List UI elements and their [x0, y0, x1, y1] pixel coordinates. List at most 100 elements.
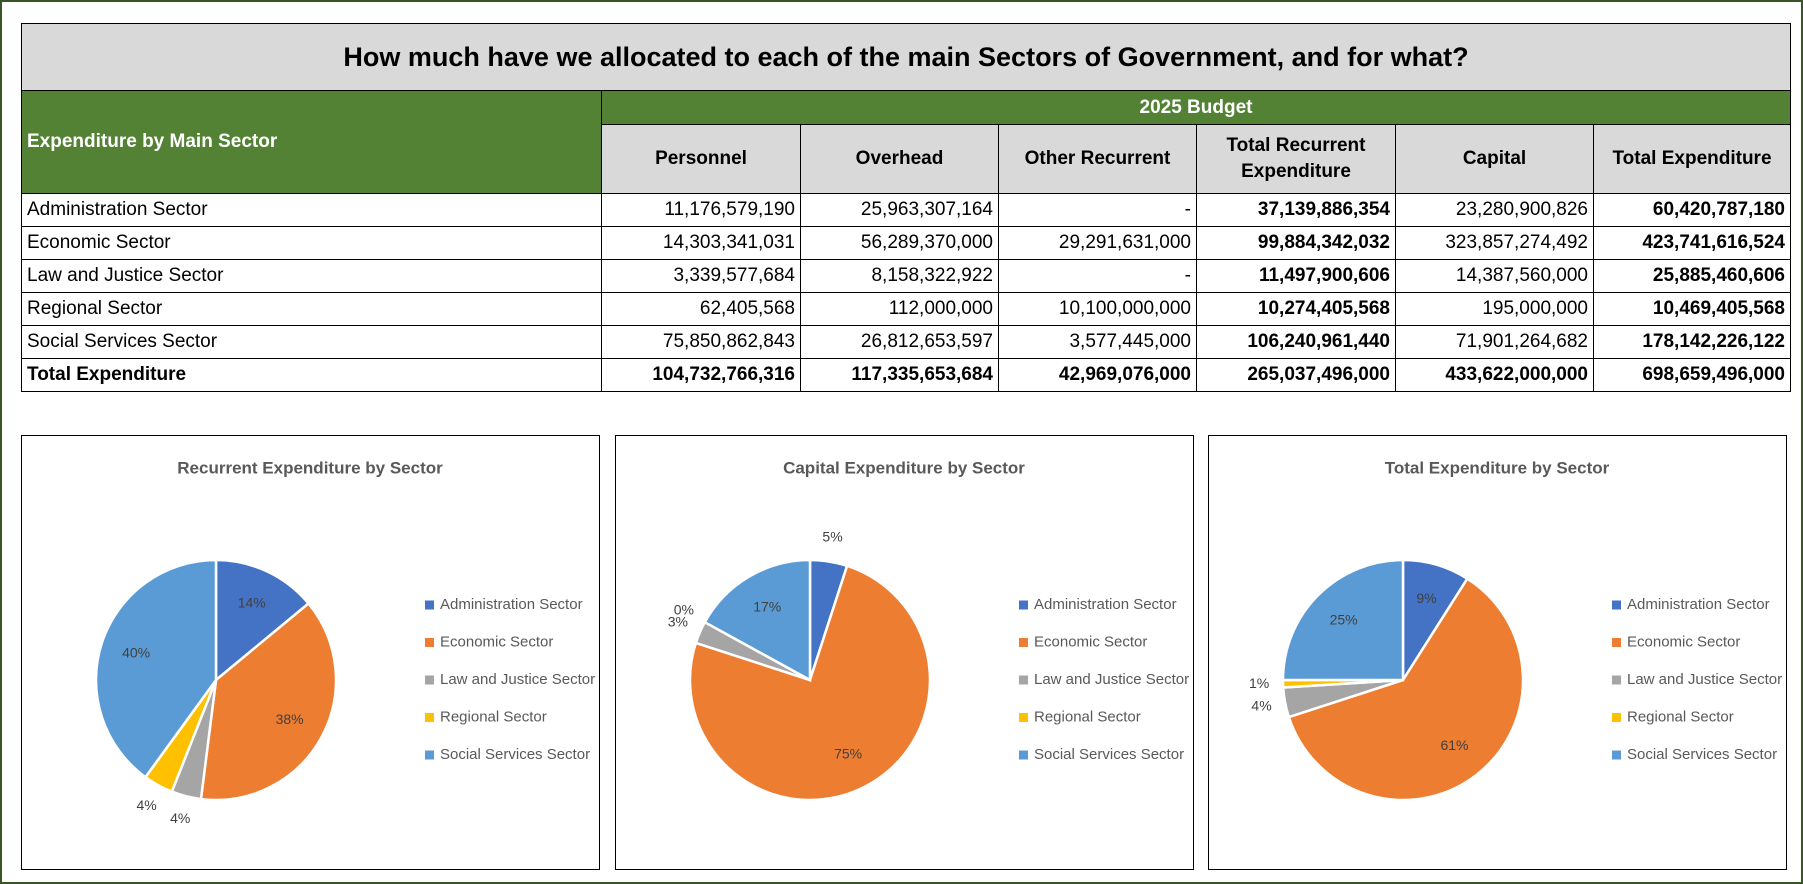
amount: 104,732,766,316 — [601, 358, 801, 392]
slice-label: 61% — [1440, 737, 1468, 753]
column-row: Personnel Overhead Other Recurrent Total Re… — [22, 124, 1791, 194]
legend-swatch — [425, 600, 434, 610]
legend-swatch — [425, 638, 434, 647]
amount: 14,387,560,000 — [1395, 259, 1594, 293]
amount: 25,963,307,164 — [800, 193, 999, 227]
amount: 11,176,579,190 — [601, 193, 801, 227]
legend-swatch — [425, 713, 434, 722]
amount: 10,274,405,568 — [1196, 292, 1396, 326]
legend-swatch — [1612, 675, 1621, 685]
legend-swatch — [1612, 750, 1621, 760]
data-row: Total Expenditure 104,732,766,316 117,335,… — [21, 358, 1791, 392]
pie-chart: Capital Expenditure by Sector 5% 75% 3%0% 17… — [668, 458, 1189, 802]
amount: 3,577,445,000 — [998, 325, 1197, 359]
amount: 178,142,226,122 — [1593, 325, 1791, 359]
legend-label: Administration Sector — [440, 596, 583, 613]
slice-label: 1% — [1249, 675, 1269, 691]
amount: 698,659,496,000 — [1593, 358, 1791, 392]
amount: 37,139,886,354 — [1196, 193, 1396, 227]
amount: 42,969,076,000 — [998, 358, 1197, 392]
chart-title: Recurrent Expenditure by Sector — [177, 458, 443, 477]
amount: 8,158,322,922 — [800, 259, 999, 293]
amount: - — [998, 259, 1197, 293]
group-header: 2025 Budget — [601, 90, 1791, 125]
legend-label: Law and Justice Sector — [1034, 671, 1189, 688]
legend-label: Law and Justice Sector — [1627, 671, 1782, 688]
data-row: Law and Justice Sector 3,339,577,684 8,158… — [21, 259, 1791, 293]
pie-slice — [94, 558, 218, 779]
legend-label: Economic Sector — [440, 633, 553, 650]
legend-swatch — [1612, 638, 1621, 647]
chart-box: Recurrent Expenditure by Sector 14% 38% 4% 4… — [21, 435, 600, 870]
amount: 11,497,900,606 — [1196, 259, 1396, 293]
legend-label: Administration Sector — [1034, 596, 1177, 613]
pie-chart: Total Expenditure by Sector 9% 61% 4% 1% 25% A… — [1249, 458, 1782, 802]
slice-label: 3% — [668, 614, 688, 630]
column-header: Personnel — [601, 124, 801, 194]
legend-label: Social Services Sector — [440, 746, 590, 763]
pie-slice — [1287, 576, 1525, 802]
legend-swatch — [1019, 713, 1028, 722]
slice-label: 9% — [1416, 590, 1436, 606]
amount: 99,884,342,032 — [1196, 226, 1396, 260]
column-header: Total Recurrent Expenditure — [1196, 124, 1396, 194]
data-row: Social Services Sector 75,850,862,843 26,8… — [21, 325, 1791, 359]
legend-swatch — [1612, 713, 1621, 722]
chart-box: Capital Expenditure by Sector 5% 75% 3% 0% 17… — [615, 435, 1194, 870]
amount: 265,037,496,000 — [1196, 358, 1396, 392]
slice-label: 14% — [238, 595, 266, 611]
sector-name: Law and Justice Sector — [21, 259, 602, 293]
amount: 25,885,460,606 — [1593, 259, 1791, 293]
column-header: Overhead — [800, 124, 999, 194]
pie-slice — [688, 564, 932, 802]
sector-name: Total Expenditure — [21, 358, 602, 392]
legend-swatch — [1612, 600, 1621, 610]
slice-label: 75% — [834, 746, 862, 762]
legend-label: Social Services Sector — [1034, 746, 1184, 763]
amount: 10,469,405,568 — [1593, 292, 1791, 326]
amount: 423,741,616,524 — [1593, 226, 1791, 260]
legend-swatch — [1019, 675, 1028, 685]
legend-label: Law and Justice Sector — [440, 671, 595, 688]
row-header: Expenditure by Main Sector — [21, 90, 602, 194]
amount: 29,291,631,000 — [998, 226, 1197, 260]
amount: 106,240,961,440 — [1196, 325, 1396, 359]
amount: 323,857,274,492 — [1395, 226, 1594, 260]
column-header: Other Recurrent — [998, 124, 1197, 194]
amount: 26,812,653,597 — [800, 325, 999, 359]
legend-swatch — [425, 750, 434, 760]
amount: 75,850,862,843 — [601, 325, 801, 359]
amount: 14,303,341,031 — [601, 226, 801, 260]
amount: 195,000,000 — [1395, 292, 1594, 326]
data-row: Administration Sector 11,176,579,190 25,96… — [21, 193, 1791, 227]
amount: - — [998, 193, 1197, 227]
legend-swatch — [1019, 600, 1028, 610]
amount: 60,420,787,180 — [1593, 193, 1791, 227]
slice-label: 40% — [122, 645, 150, 661]
legend-label: Social Services Sector — [1627, 746, 1777, 763]
legend-label: Regional Sector — [440, 708, 547, 725]
chart-title: Total Expenditure by Sector — [1385, 458, 1610, 477]
legend-swatch — [1019, 750, 1028, 760]
sector-name: Administration Sector — [21, 193, 602, 227]
slice-label: 5% — [822, 528, 842, 544]
amount: 23,280,900,826 — [1395, 193, 1594, 227]
group-row: Expenditure by Main Sector 2025 Budget — [21, 90, 1791, 194]
pie-chart: Recurrent Expenditure by Sector 14% 38% 4% 4… — [94, 458, 595, 826]
sector-name: Economic Sector — [21, 226, 602, 260]
slice-label: 4% — [137, 797, 157, 813]
budget-table: How much have we allocated to each of th… — [21, 23, 1791, 392]
pie-slice — [1281, 558, 1405, 682]
slice-label: 25% — [1330, 611, 1358, 627]
amount: 3,339,577,684 — [601, 259, 801, 293]
title: How much have we allocated to each of th… — [21, 23, 1791, 91]
title-row: How much have we allocated to each of th… — [21, 23, 1791, 91]
sector-name: Regional Sector — [21, 292, 602, 326]
slice-label: 4% — [1251, 698, 1271, 714]
legend-label: Economic Sector — [1627, 633, 1740, 650]
legend-swatch — [1019, 638, 1028, 647]
legend-label: Administration Sector — [1627, 596, 1770, 613]
chart-box: Total Expenditure by Sector 9% 61% 4% 1% 25% A… — [1208, 435, 1787, 870]
